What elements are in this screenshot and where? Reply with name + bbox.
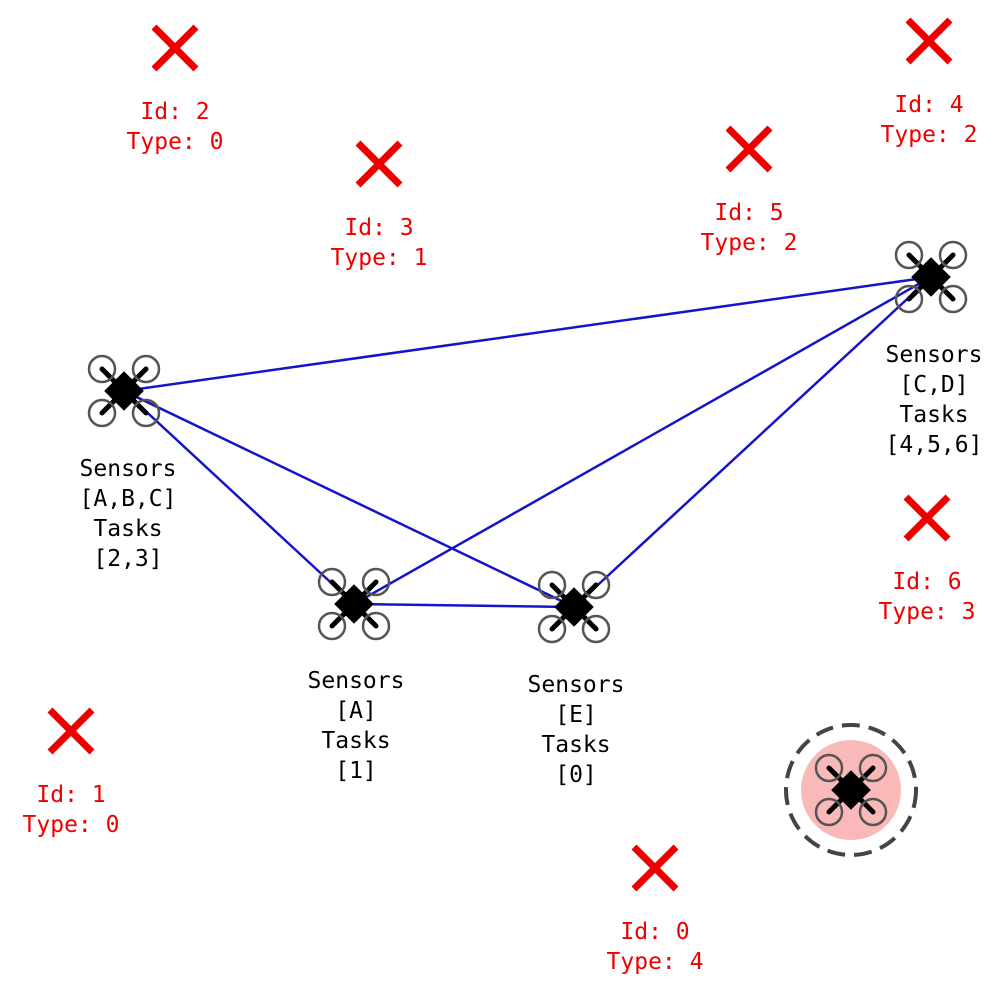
task-type-label: Type: 0 xyxy=(127,129,224,155)
cross-stroke-b xyxy=(151,24,199,72)
rotor-ring xyxy=(581,614,611,644)
drone-label-heading: Sensors xyxy=(308,668,405,694)
drone-body xyxy=(554,587,594,627)
task-3: Id: 3 Type: 1 xyxy=(331,140,428,271)
task-cross-icon xyxy=(355,140,403,188)
link-drone-1-drone-3 xyxy=(123,390,355,605)
drone-body xyxy=(334,584,374,624)
task-cross-icon xyxy=(903,494,951,542)
task-id-label: Id: 1 xyxy=(36,782,105,808)
drone-label-heading: Tasks xyxy=(321,728,390,754)
task-type-label: Type: 0 xyxy=(23,812,120,838)
drone-label-value: [E] xyxy=(555,702,597,728)
drone-label-value: [C,D] xyxy=(899,372,968,398)
task-4: Id: 4 Type: 2 xyxy=(881,17,978,148)
quadcopter-icon xyxy=(537,570,611,644)
cross-stroke-b xyxy=(47,707,95,755)
task-type-label: Type: 4 xyxy=(607,949,704,975)
task-id-label: Id: 3 xyxy=(344,215,413,241)
rotor-ring xyxy=(361,611,391,641)
drone-label-heading: Tasks xyxy=(93,516,162,542)
task-cross-icon xyxy=(631,844,679,892)
drone-5 xyxy=(814,753,888,827)
drone-label-value: [0] xyxy=(555,762,597,788)
drone-label-heading: Sensors xyxy=(80,456,177,482)
rotor-ring xyxy=(131,398,161,428)
rotor-ring xyxy=(317,567,347,597)
drones-layer: Sensors [A,B,C] Tasks [2,3] Sensors [C,D] Task… xyxy=(80,240,983,827)
rotor-ring xyxy=(537,614,567,644)
rotor-ring xyxy=(361,567,391,597)
link-drone-3-drone-2 xyxy=(353,275,932,606)
rotor-ring xyxy=(894,284,924,314)
drone-label-value: [2,3] xyxy=(93,546,162,572)
rotor-ring xyxy=(938,240,968,270)
task-id-label: Id: 4 xyxy=(894,92,963,118)
drone-body xyxy=(831,770,871,810)
rotor-ring xyxy=(581,570,611,600)
task-cross-icon xyxy=(725,125,773,173)
task-cross-icon xyxy=(151,24,199,72)
rotor-ring xyxy=(87,398,117,428)
task-6: Id: 6 Type: 3 xyxy=(879,494,976,625)
task-type-label: Type: 1 xyxy=(331,245,428,271)
rotor-ring xyxy=(537,570,567,600)
drone-label-heading: Sensors xyxy=(886,342,983,368)
rotor-ring xyxy=(814,753,844,783)
task-id-label: Id: 0 xyxy=(620,919,689,945)
drone-body xyxy=(911,257,951,297)
rotor-ring xyxy=(87,354,117,384)
drone-3: Sensors [A] Tasks [1] xyxy=(308,567,405,784)
drone-2: Sensors [C,D] Tasks [4,5,6] xyxy=(886,240,983,458)
rotor-ring xyxy=(858,797,888,827)
rotor-ring xyxy=(317,611,347,641)
rotor-ring xyxy=(131,354,161,384)
drone-label-heading: Tasks xyxy=(541,732,610,758)
link-drone-4-drone-2 xyxy=(573,276,932,608)
rotor-ring xyxy=(894,240,924,270)
links-layer xyxy=(123,275,932,609)
cross-stroke-b xyxy=(725,125,773,173)
rotor-ring xyxy=(938,284,968,314)
task-1: Id: 1 Type: 0 xyxy=(23,707,120,838)
task-2: Id: 2 Type: 0 xyxy=(127,24,224,155)
drone-label-heading: Sensors xyxy=(528,672,625,698)
quadcopter-icon xyxy=(814,753,888,827)
link-drone-1-drone-4 xyxy=(123,389,575,609)
quadcopter-icon xyxy=(317,567,391,641)
quadcopter-icon xyxy=(87,354,161,428)
drone-4: Sensors [E] Tasks [0] xyxy=(528,570,625,788)
cross-stroke-b xyxy=(905,17,953,65)
cross-stroke-b xyxy=(355,140,403,188)
task-id-label: Id: 5 xyxy=(714,200,783,226)
task-id-label: Id: 6 xyxy=(892,569,961,595)
drone-label-value: [A,B,C] xyxy=(80,486,177,512)
task-type-label: Type: 3 xyxy=(879,599,976,625)
cross-stroke-b xyxy=(631,844,679,892)
task-id-label: Id: 2 xyxy=(140,99,209,125)
link-drone-1-drone-2 xyxy=(123,275,932,393)
drone-label-value: [1] xyxy=(335,758,377,784)
task-type-label: Type: 2 xyxy=(701,230,798,256)
drone-label-value: [4,5,6] xyxy=(886,432,983,458)
task-type-label: Type: 2 xyxy=(881,122,978,148)
task-cross-icon xyxy=(47,707,95,755)
rotor-ring xyxy=(858,753,888,783)
link-drone-3-drone-4 xyxy=(353,602,575,609)
task-5: Id: 5 Type: 2 xyxy=(701,125,798,256)
drone-label-heading: Tasks xyxy=(899,402,968,428)
rotor-ring xyxy=(814,797,844,827)
drone-label-value: [A] xyxy=(335,698,377,724)
task-cross-icon xyxy=(905,17,953,65)
task-0: Id: 0 Type: 4 xyxy=(607,844,704,975)
selection-ring xyxy=(784,723,918,857)
quadcopter-icon xyxy=(894,240,968,314)
cross-stroke-b xyxy=(903,494,951,542)
drone-1: Sensors [A,B,C] Tasks [2,3] xyxy=(80,354,177,572)
